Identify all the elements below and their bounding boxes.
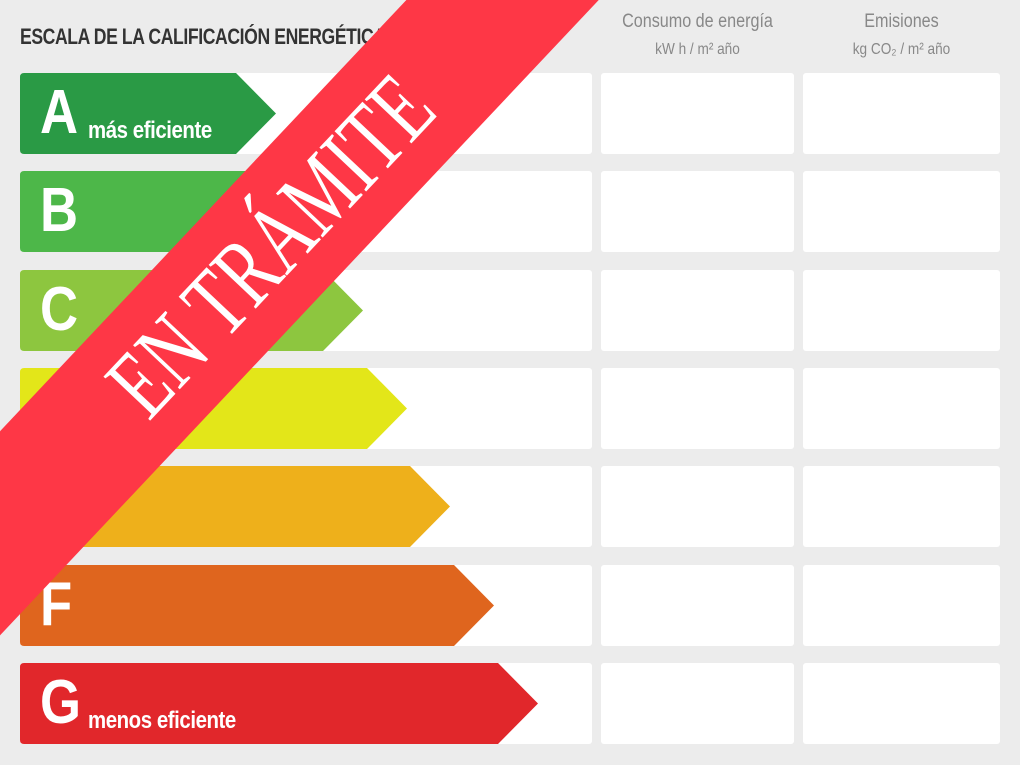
rating-bar-g: G menos eficiente	[20, 662, 538, 744]
emissions-cell	[803, 662, 1000, 744]
consumption-cell	[601, 269, 794, 351]
rating-letter: B	[40, 176, 79, 246]
emissions-cell	[803, 171, 1000, 253]
consumption-cell	[601, 73, 794, 154]
rating-description: menos eficiente	[88, 706, 236, 734]
arrow-shape	[20, 564, 494, 646]
consumption-cell	[601, 367, 794, 449]
arrow-shape	[20, 73, 276, 154]
rating-letter: A	[40, 78, 79, 147]
rating-letter: C	[40, 274, 79, 344]
scale-title: ESCALA DE LA CALIFICACIÓN ENERGÉTICA	[20, 24, 386, 49]
rating-letter: G	[40, 667, 81, 737]
emissions-cell	[803, 73, 1000, 154]
consumption-cell	[601, 662, 794, 744]
consumption-unit: kW h / m² año	[655, 41, 740, 58]
column-header-emissions: Emisiones kg CO₂ / m² año	[818, 8, 985, 64]
emissions-cell	[803, 367, 1000, 449]
column-header-consumption: Consumo de energía kW h / m² año	[615, 8, 779, 64]
rating-description: más eficiente	[88, 117, 212, 144]
emissions-unit: kg CO₂ / m² año	[852, 41, 951, 58]
consumption-cell	[601, 564, 794, 646]
consumption-label: Consumo de energía	[622, 11, 773, 32]
emissions-label: Emisiones	[864, 11, 939, 32]
rating-bar-a: A más eficiente	[20, 73, 276, 154]
emissions-cell	[803, 564, 1000, 646]
consumption-cell	[601, 466, 794, 548]
rating-bar-f: F	[20, 564, 494, 646]
emissions-cell	[803, 466, 1000, 548]
emissions-cell	[803, 269, 1000, 351]
consumption-cell	[601, 171, 794, 253]
arrow-shape	[20, 662, 538, 744]
